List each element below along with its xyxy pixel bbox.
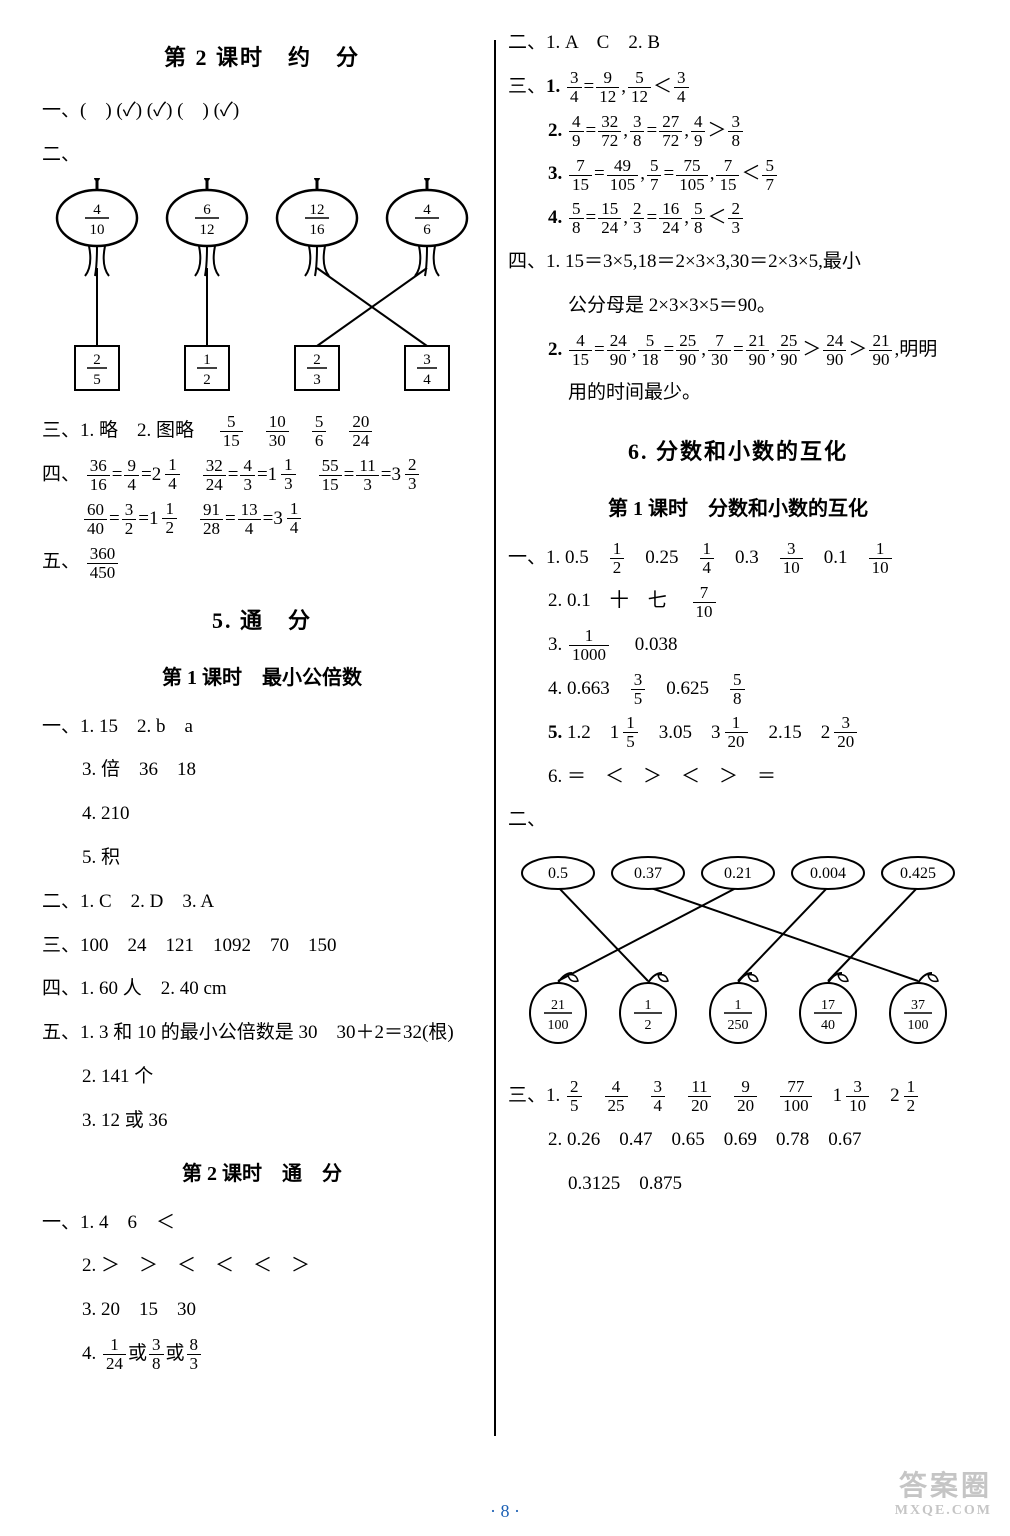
svg-text:2: 2: [313, 352, 321, 368]
s6-q1-6: 6. ＝ ＜ ＞ ＜ ＞ ＝: [508, 756, 968, 798]
s6-q1-2: 2. 0.1 十 七 710: [508, 580, 968, 622]
sec5-title: 5. 通 分: [42, 597, 482, 645]
q4-label: 四、: [42, 464, 80, 485]
q5-n: 360: [87, 545, 119, 564]
l2-q1-2: 2. ＞ ＞ ＜ ＜ ＜ ＞: [42, 1245, 482, 1287]
l1-q1: 一、1. 15 2. b a: [42, 706, 482, 748]
q5-d: 450: [87, 564, 119, 582]
l1-q2: 二、1. C 2. D 3. A: [42, 881, 482, 923]
r-q4-2: 2. 415=2490,518=2590,730=2190,2590＞2490＞…: [508, 329, 968, 371]
svg-text:4: 4: [93, 202, 101, 218]
s6-q3-2b: 0.3125 0.875: [508, 1163, 968, 1205]
l1-q1-5: 5. 积: [42, 837, 482, 879]
l2-q1-4: 4. 124或38或83: [42, 1333, 482, 1375]
s6-q1-5: 5. 1.2 115 3.05 3120 2.15 2320: [508, 712, 968, 754]
svg-text:12: 12: [310, 202, 325, 218]
svg-text:37: 37: [911, 998, 925, 1013]
svg-text:100: 100: [908, 1018, 929, 1033]
left-q2-label: 二、: [42, 134, 482, 176]
q3-prefix: 三、1. 略 2. 图略: [42, 420, 194, 441]
svg-text:0.425: 0.425: [900, 865, 936, 882]
watermark: 答案圈 MXQE.COM: [895, 1472, 992, 1518]
l1-q1-4: 4. 210: [42, 793, 482, 835]
svg-text:100: 100: [548, 1018, 569, 1033]
left-column: 第 2 课时 约 分 一、( ) (✓) (✓) ( ) (✓) 二、 4 10 6…: [30, 20, 494, 1496]
svg-text:6: 6: [423, 222, 431, 238]
svg-text:0.37: 0.37: [634, 865, 662, 882]
svg-text:10: 10: [90, 222, 105, 238]
svg-text:0.004: 0.004: [810, 865, 846, 882]
svg-text:0.21: 0.21: [724, 865, 752, 882]
right-column: 二、1. A C 2. B 三、1. 34=912,512＜342. 49=32…: [496, 20, 980, 1496]
svg-text:6: 6: [203, 202, 211, 218]
left-q1: 一、( ) (✓) (✓) ( ) (✓): [42, 90, 482, 132]
r-q3: 三、1. 34=912,512＜342. 49=3272,38=2772,49＞…: [508, 66, 968, 239]
l1-q5-2: 2. 141 个: [42, 1056, 482, 1098]
page-number: · 8 ·: [0, 1501, 1010, 1522]
l1-q5-1: 五、1. 3 和 10 的最小公倍数是 30 30＋2＝32(根): [42, 1012, 482, 1054]
s6-q2-label: 二、: [508, 799, 968, 841]
svg-text:1: 1: [735, 998, 742, 1013]
s6-q1-3: 3. 11000 0.038: [508, 624, 968, 666]
s6-q3-1: 三、1. 25 425 34 1120 920 77100 1310 212: [508, 1075, 968, 1117]
svg-text:2: 2: [93, 352, 101, 368]
svg-text:17: 17: [821, 998, 835, 1013]
svg-text:5: 5: [93, 372, 101, 388]
svg-text:12: 12: [200, 222, 215, 238]
r-q2: 二、1. A C 2. B: [508, 22, 968, 64]
svg-text:3: 3: [423, 352, 431, 368]
left-q3: 三、1. 略 2. 图略 515 1030 56 2024: [42, 410, 482, 452]
svg-text:1: 1: [203, 352, 211, 368]
s6-q1-1: 一、1. 0.5 12 0.25 14 0.3 310 0.1 110: [508, 537, 968, 579]
l2-q1-4-prefix: 4.: [82, 1343, 101, 1364]
left-q5: 五、 360450: [42, 541, 482, 583]
s6-q3-2a: 2. 0.26 0.47 0.65 0.69 0.78 0.67: [508, 1119, 968, 1161]
sec5-l1-title: 第 1 课时 最小公倍数: [42, 656, 482, 700]
svg-text:16: 16: [310, 222, 326, 238]
svg-text:250: 250: [728, 1018, 749, 1033]
svg-text:4: 4: [423, 202, 431, 218]
l1-q5-3: 3. 12 或 36: [42, 1100, 482, 1142]
sec5-l2-title: 第 2 课时 通 分: [42, 1152, 482, 1196]
r-q4-1b: 公分母是 2×3×3×5＝90。: [508, 285, 968, 327]
svg-text:2: 2: [203, 372, 211, 388]
l2-q1-1: 一、1. 4 6 ＜: [42, 1202, 482, 1244]
l1-q1-3: 3. 倍 36 18: [42, 749, 482, 791]
svg-text:21: 21: [551, 998, 565, 1013]
left-lesson2-title: 第 2 课时 约 分: [42, 34, 482, 82]
svg-text:4: 4: [423, 372, 431, 388]
q5-label: 五、: [42, 551, 80, 572]
svg-text:1: 1: [645, 998, 652, 1013]
left-q4-row2: 6040=32=112 9128=134=314: [42, 498, 482, 540]
sec6-l1-title: 第 1 课时 分数和小数的互化: [508, 487, 968, 531]
svg-text:40: 40: [821, 1018, 835, 1033]
svg-text:2: 2: [645, 1018, 652, 1033]
apple-diagram: 0.50.370.210.0040.4252110012125017403710…: [508, 843, 968, 1073]
r-q4-1: 四、1. 15＝3×5,18＝2×3×3,30＝2×3×5,最小: [508, 241, 968, 283]
l1-q3: 三、100 24 121 1092 70 150: [42, 925, 482, 967]
s6-q1-4: 4. 0.663 35 0.625 58: [508, 668, 968, 710]
lantern-diagram: 41061212164625122334: [42, 178, 472, 408]
svg-text:0.5: 0.5: [548, 865, 568, 882]
r-q4-2b: 用的时间最少。: [508, 372, 968, 414]
s6-q1-2-prefix: 2. 0.1 十 七: [548, 590, 686, 611]
sec6-title: 6. 分数和小数的互化: [508, 428, 968, 476]
l2-q1-3: 3. 20 15 30: [42, 1289, 482, 1331]
svg-text:3: 3: [313, 372, 321, 388]
l1-q4: 四、1. 60 人 2. 40 cm: [42, 968, 482, 1010]
left-q4: 四、 3616=94=214 3224=43=113 5515=113=323: [42, 454, 482, 496]
